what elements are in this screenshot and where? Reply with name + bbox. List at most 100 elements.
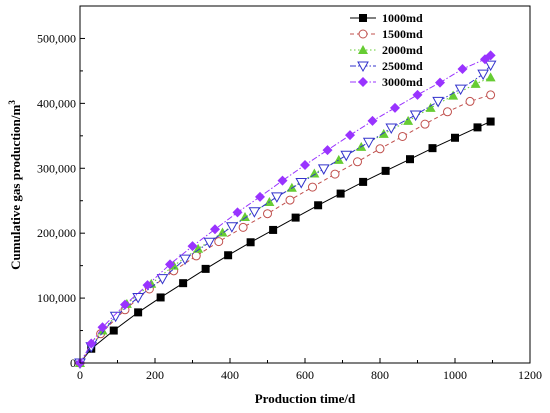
legend-marker <box>358 45 368 54</box>
data-point <box>238 222 248 232</box>
x-tick-label: 1200 <box>518 368 542 382</box>
data-point <box>359 177 368 186</box>
data-point <box>277 175 288 186</box>
data-point <box>97 322 108 333</box>
series-line <box>79 76 491 364</box>
y-axis-ticks: 0 100,000 200,000 300,000 400,000 500,000 <box>37 31 85 370</box>
legend-item: 1500md <box>350 27 423 41</box>
data-point <box>255 191 265 202</box>
data-point <box>179 279 188 288</box>
x-tick-label: 400 <box>221 368 239 382</box>
data-point <box>381 166 390 175</box>
data-point <box>353 157 362 167</box>
data-point <box>473 123 482 132</box>
data-point <box>248 207 261 218</box>
data-point <box>432 96 444 108</box>
legend-label: 1500md <box>382 27 423 41</box>
data-point <box>403 115 414 125</box>
legend-marker <box>357 61 369 73</box>
legend-item: 2500md <box>350 59 423 73</box>
series-1000md <box>76 117 495 367</box>
data-point <box>300 160 310 171</box>
x-tick-label: 200 <box>146 368 164 382</box>
data-point <box>120 299 130 310</box>
y-axis-title-superscript: 3 <box>7 100 17 105</box>
data-point <box>271 192 283 203</box>
data-point <box>240 211 250 221</box>
data-point <box>486 117 495 126</box>
data-point <box>142 280 153 291</box>
data-point <box>406 155 414 164</box>
y-axis-title-main: Cumulative gas production/m <box>8 104 23 269</box>
legend-label: 3000md <box>382 75 423 89</box>
data-point <box>362 137 375 149</box>
data-point <box>314 201 323 210</box>
data-point <box>367 115 378 126</box>
data-point <box>109 326 118 335</box>
data-point <box>156 293 165 302</box>
data-point <box>269 225 278 234</box>
data-point <box>322 145 333 156</box>
data-point <box>217 227 228 237</box>
legend-label: 1000md <box>382 11 423 25</box>
data-point <box>486 90 496 100</box>
data-point <box>412 89 423 100</box>
data-point <box>214 237 224 247</box>
y-tick-label: 300,000 <box>37 161 76 175</box>
data-point <box>201 264 210 273</box>
data-point <box>203 237 216 249</box>
data-point <box>232 207 243 218</box>
series-3000md <box>75 50 496 368</box>
data-point <box>425 102 436 112</box>
data-point <box>317 164 330 175</box>
data-point <box>285 195 295 205</box>
data-point <box>454 84 467 96</box>
x-tick-label: 800 <box>371 368 389 382</box>
data-point <box>451 133 459 142</box>
data-point <box>485 50 496 61</box>
data-point <box>435 77 445 88</box>
series-2000md <box>75 72 496 367</box>
data-point <box>193 243 204 253</box>
y-tick-label: 200,000 <box>37 226 76 240</box>
data-point <box>109 311 122 323</box>
x-tick-label: 600 <box>296 368 314 382</box>
plot-frame <box>79 5 531 364</box>
series-line <box>79 121 491 364</box>
data-point <box>224 251 233 260</box>
data-point <box>179 254 191 266</box>
data-point <box>134 308 143 317</box>
legend-marker <box>359 14 367 22</box>
data-point <box>477 69 489 81</box>
data-point <box>156 274 169 285</box>
x-tick-label: 1000 <box>443 368 467 382</box>
y-axis-title: Cumulative gas production/m3 <box>7 100 23 270</box>
data-point <box>470 78 481 88</box>
y-tick-label: 0 <box>70 356 76 370</box>
data-point <box>86 338 97 349</box>
data-point <box>390 102 400 113</box>
data-point <box>448 90 459 100</box>
data-point <box>457 63 468 74</box>
data-point <box>308 182 317 192</box>
data-point <box>336 189 345 198</box>
data-point <box>187 241 198 252</box>
legend-marker <box>358 77 368 87</box>
legend-item: 1000md <box>350 11 423 25</box>
data-point <box>375 144 385 154</box>
data-point <box>191 251 201 261</box>
data-point <box>443 107 452 117</box>
series-line <box>79 54 491 364</box>
data-point <box>485 72 496 82</box>
legend-label: 2500md <box>382 59 423 73</box>
data-point <box>398 131 407 141</box>
series-layer <box>74 50 497 370</box>
y-tick-label: 400,000 <box>37 96 76 110</box>
data-point <box>330 169 340 179</box>
data-point <box>291 213 300 222</box>
data-point <box>132 292 144 304</box>
data-point <box>226 222 238 233</box>
plot-area <box>79 5 531 364</box>
data-point <box>340 150 353 162</box>
